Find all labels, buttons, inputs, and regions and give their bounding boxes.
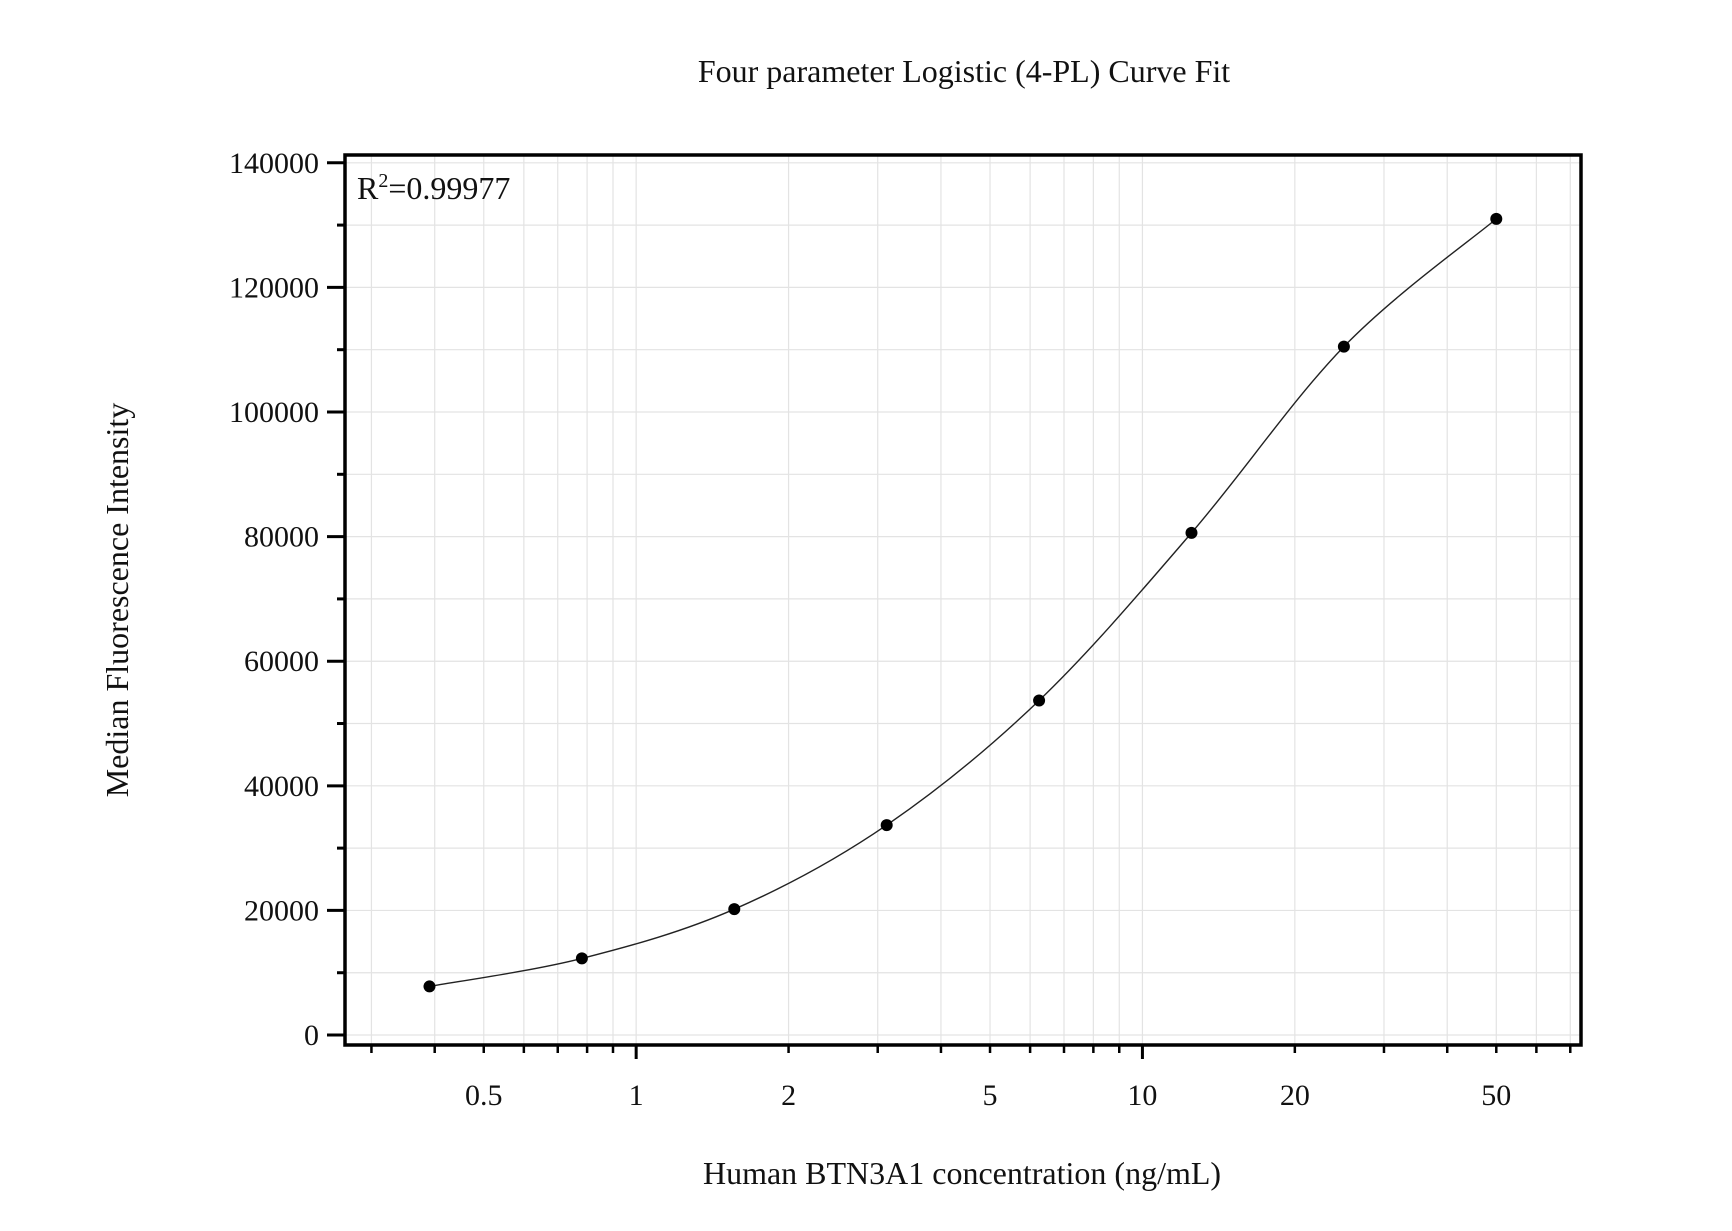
data-point [423,980,436,993]
chart-title: Four parameter Logistic (4-PL) Curve Fit [698,53,1230,89]
grid [345,155,1581,1045]
data-point [1185,526,1198,539]
x-tick-label: 10 [1127,1079,1157,1112]
x-tick-labels: 0.5 1 2 5 10 20 50 [465,1079,1511,1112]
x-axis-label: Human BTN3A1 concentration (ng/mL) [703,1155,1221,1191]
fit-curve [429,218,1497,988]
y-tick-label: 120000 [229,271,319,304]
axis-ticks [327,161,1572,1059]
y-axis-label: Median Fluorescence Intensity [99,403,135,798]
r-squared-annotation: R2=0.99977 [357,170,510,206]
x-tick-label: 20 [1280,1079,1310,1112]
y-tick-label: 60000 [244,645,319,678]
data-point [575,952,588,965]
data-point [880,819,893,832]
x-tick-label: 0.5 [465,1079,503,1112]
y-tick-label: 0 [304,1019,319,1052]
x-tick-label: 5 [983,1079,998,1112]
data-point [728,903,741,916]
y-tick-label: 100000 [229,396,319,429]
y-tick-label: 40000 [244,770,319,803]
x-tick-label: 50 [1481,1079,1511,1112]
plot-frame [343,153,1583,1047]
y-tick-label: 140000 [229,147,319,180]
data-point [1033,694,1046,707]
y-tick-labels: 0 20000 40000 60000 80000 100000 120000 140000 [229,147,319,1052]
data-point [1490,212,1503,225]
data-points [423,212,1503,993]
data-point [1337,340,1350,353]
y-tick-label: 20000 [244,894,319,927]
y-tick-label: 80000 [244,521,319,554]
x-tick-label: 1 [629,1079,644,1112]
x-tick-label: 2 [781,1079,796,1112]
